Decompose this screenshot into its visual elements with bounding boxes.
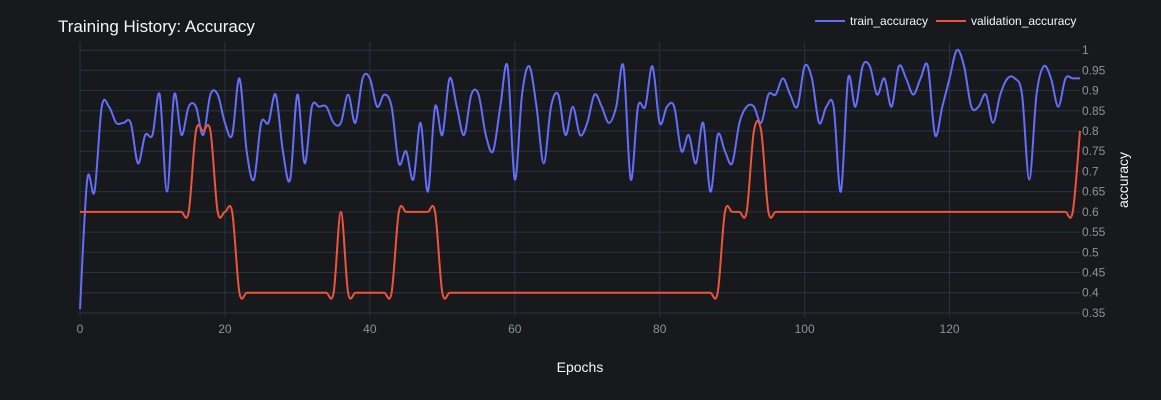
- y-tick-label: 0.4: [1082, 286, 1099, 300]
- y-tick-labels: 0.35 0.4 0.45 0.5 0.55 0.6 0.65 0.7 0.75 0.8 0.85 0…: [1082, 43, 1106, 320]
- chart-title: Training History: Accuracy: [58, 17, 255, 36]
- series-line-train_accuracy: [79, 48, 1080, 309]
- legend-label-train: train_accuracy: [850, 14, 928, 28]
- x-tick-label: 20: [218, 322, 232, 336]
- y-tick-label: 0.65: [1082, 185, 1106, 199]
- y-axis-label: accuracy: [1115, 152, 1131, 208]
- x-tick-label: 40: [363, 322, 377, 336]
- y-tick-label: 1: [1082, 43, 1089, 57]
- legend-item-train[interactable]: train_accuracy: [815, 14, 928, 28]
- series-group: [79, 48, 1081, 309]
- y-tick-label: 0.9: [1082, 84, 1099, 98]
- y-tick-label: 0.75: [1082, 144, 1106, 158]
- y-tick-label: 0.5: [1082, 245, 1099, 259]
- legend[interactable]: train_accuracy validation_accuracy: [815, 14, 1076, 28]
- x-tick-labels: 0 20 40 60 80 100 120: [77, 322, 960, 336]
- x-tick-label: 100: [795, 322, 815, 336]
- x-axis-label: Epochs: [557, 359, 604, 375]
- series-line-validation_accuracy: [80, 119, 1081, 300]
- legend-item-validation[interactable]: validation_accuracy: [936, 14, 1076, 28]
- legend-label-validation: validation_accuracy: [971, 14, 1076, 28]
- y-tick-label: 0.55: [1082, 225, 1106, 239]
- y-tick-label: 0.8: [1082, 124, 1099, 138]
- y-tick-label: 0.7: [1082, 164, 1099, 178]
- x-tick-label: 0: [77, 322, 84, 336]
- x-tick-label: 80: [653, 322, 667, 336]
- y-tick-label: 0.35: [1082, 306, 1106, 320]
- x-tick-label: 120: [940, 322, 960, 336]
- y-tick-label: 0.85: [1082, 104, 1106, 118]
- y-tick-label: 0.95: [1082, 63, 1106, 77]
- y-tick-label: 0.45: [1082, 266, 1106, 280]
- x-tick-label: 60: [508, 322, 522, 336]
- y-tick-label: 0.6: [1082, 205, 1099, 219]
- grid: [79, 42, 1080, 317]
